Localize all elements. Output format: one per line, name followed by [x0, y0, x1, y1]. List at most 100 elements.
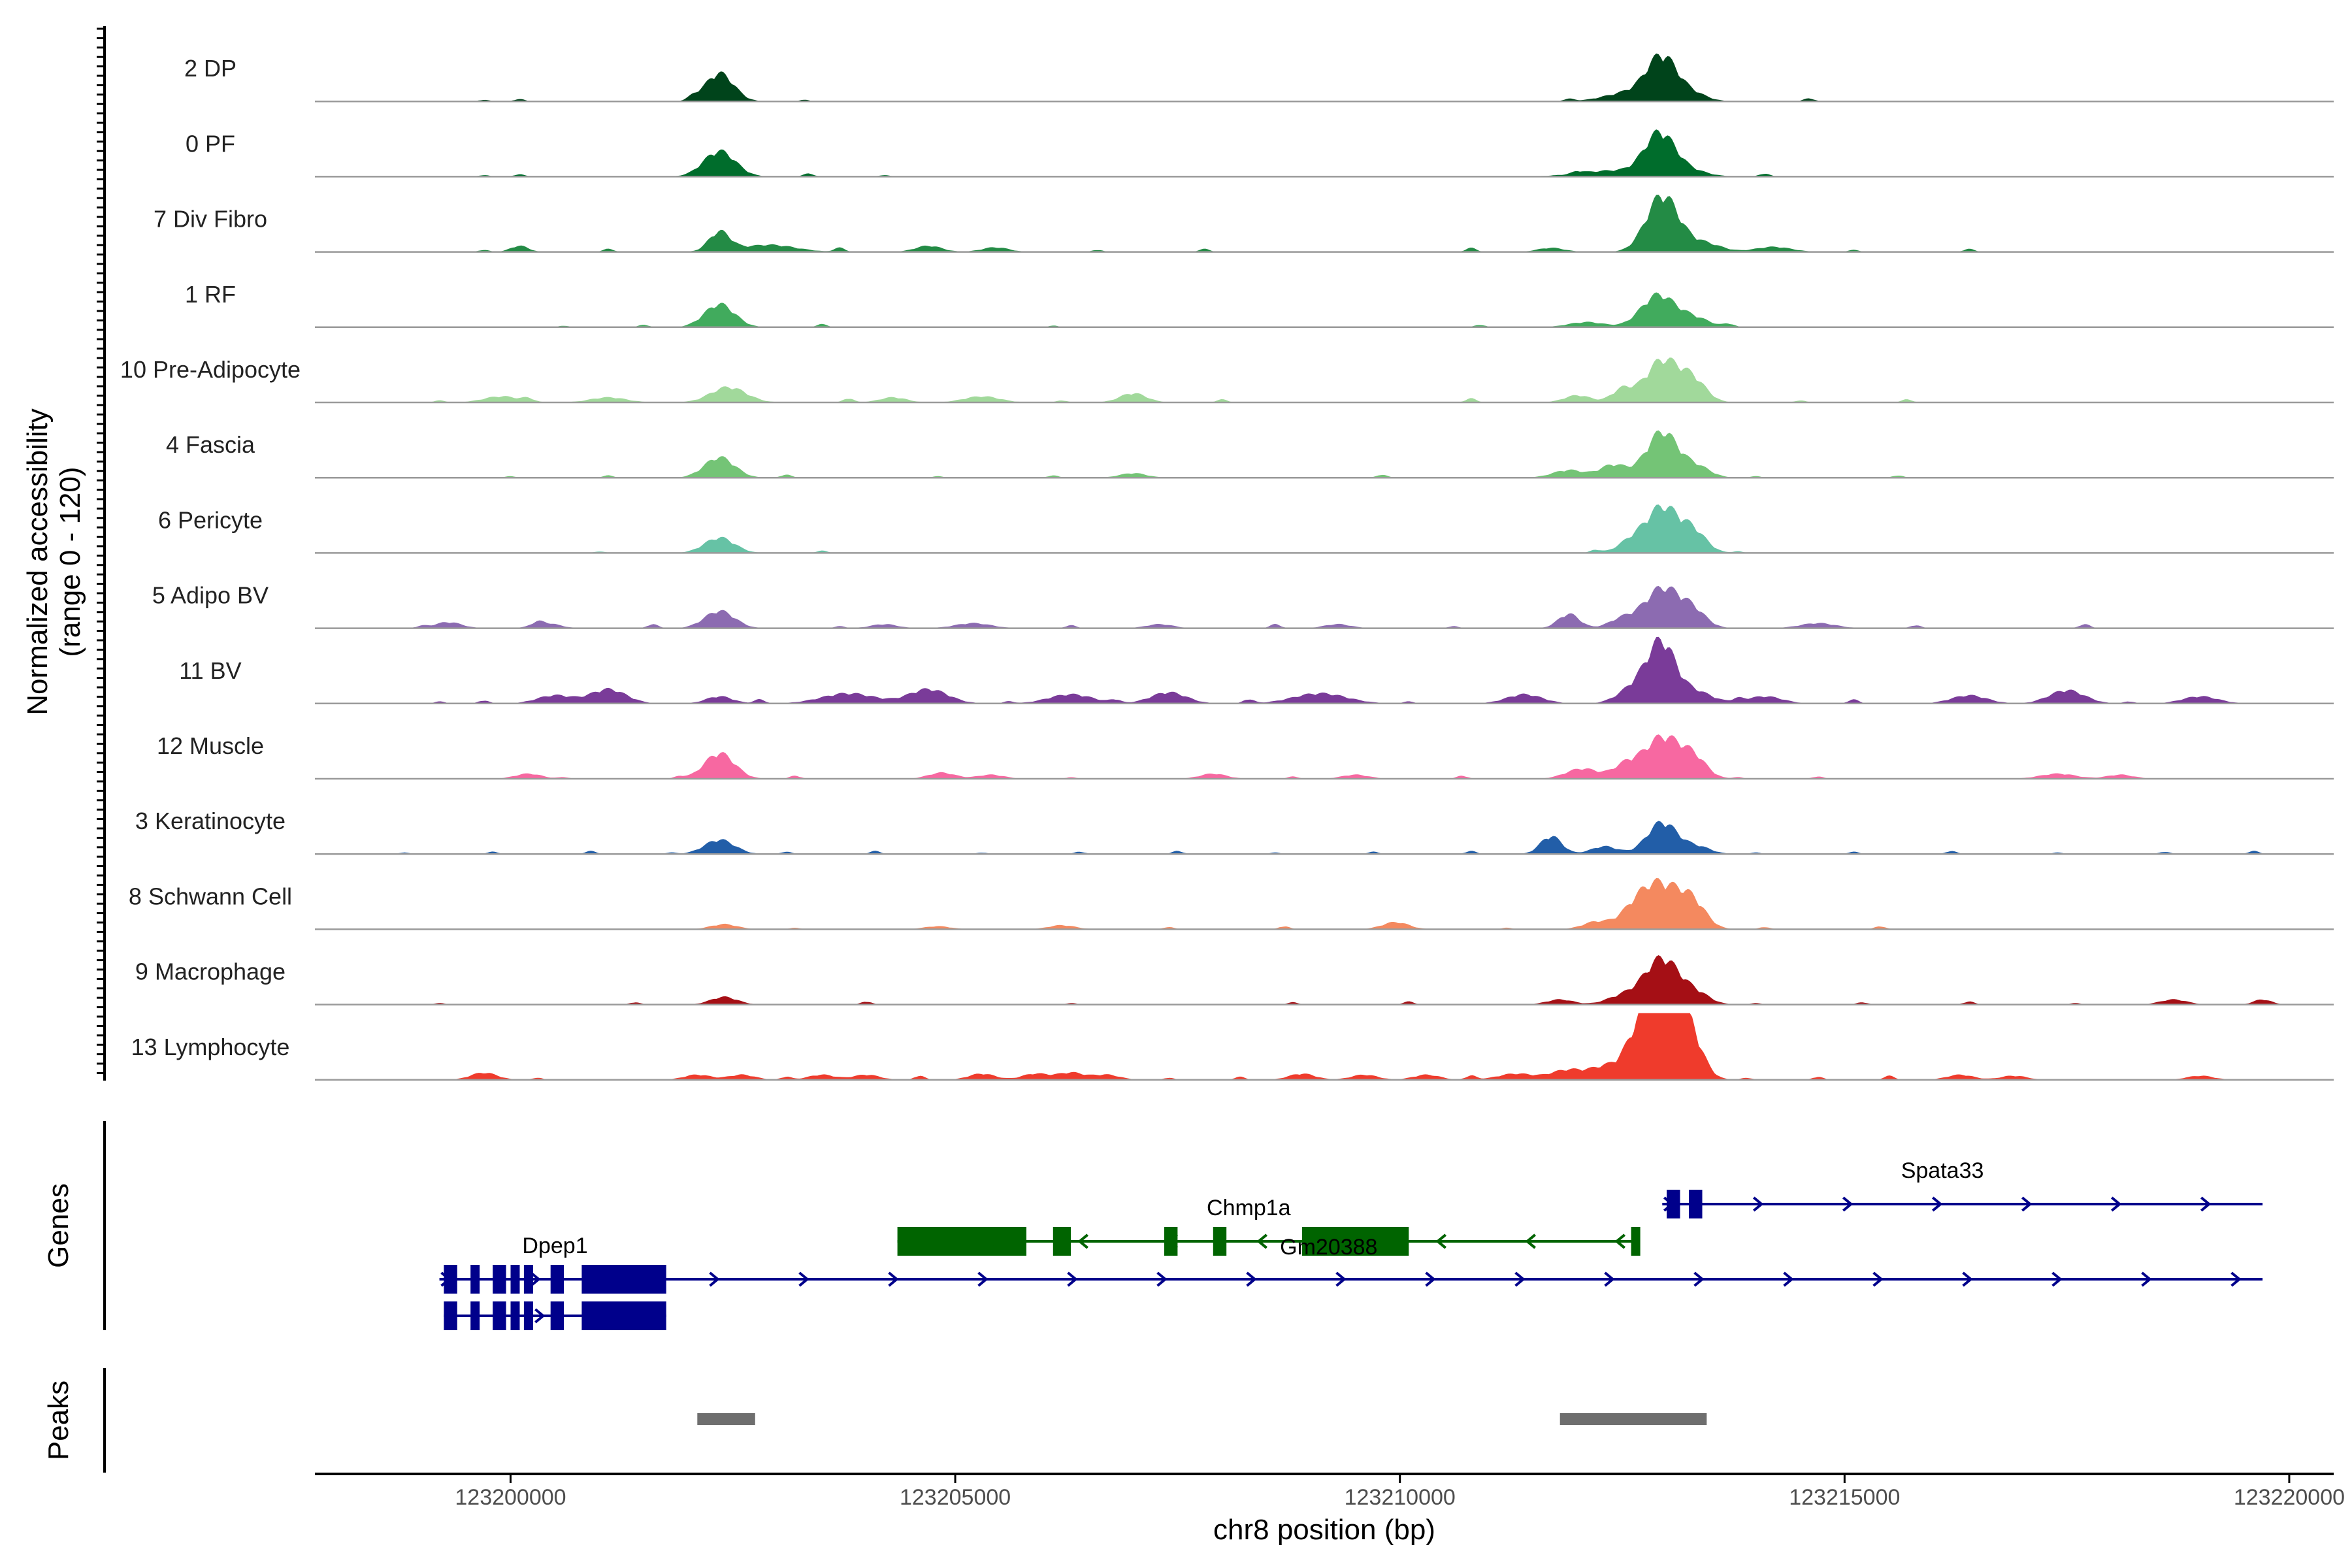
gene-label: Chmp1a [1207, 1196, 1291, 1220]
track-12-muscle: 12 Muscle [157, 732, 2334, 780]
strand-arrow [1435, 1233, 1446, 1249]
strand-arrow [1752, 1196, 1764, 1212]
y-axis [97, 26, 106, 1081]
track-10-pre-adipocyte: 10 Pre-Adipocyte [120, 356, 2334, 404]
strand-arrow [1514, 1271, 1526, 1287]
peaks-panel [697, 1413, 1707, 1425]
track-label: 11 BV [179, 657, 241, 684]
gene-gm20388-2: Gm20388 [897, 1227, 1641, 1260]
track-label: 4 Fascia [166, 431, 255, 458]
x-axis: 123200000 123205000 123210000 123215000 1232… [315, 1473, 2345, 1510]
strand-arrow [1962, 1271, 1973, 1287]
gene-dpep1-4 [444, 1301, 666, 1330]
strand-arrow [977, 1271, 988, 1287]
track-label: 3 Keratinocyte [135, 808, 286, 834]
peaks-panel-title: Peaks [42, 1380, 74, 1460]
exon [523, 1265, 533, 1294]
x-tick-label: 123210000 [1345, 1485, 1456, 1510]
x-axis-title: chr8 position (bp) [1213, 1514, 1435, 1546]
track-label: 10 Pre-Adipocyte [120, 356, 301, 383]
gene-label: Spata33 [1901, 1158, 1984, 1183]
peak-region [697, 1413, 755, 1425]
genes-panel: Dpep1 Chmp1a Gm20388 Spata33 [439, 1158, 2263, 1330]
strand-arrow [534, 1308, 546, 1324]
track-label: 12 Muscle [157, 732, 264, 759]
coverage-area-2-dp [315, 53, 2334, 102]
coverage-area-3-keratinocyte [315, 821, 2334, 855]
strand-arrow [1693, 1271, 1705, 1287]
strand-arrow [1872, 1271, 1884, 1287]
strand-arrow [1067, 1271, 1078, 1287]
track-label: 9 Macrophage [135, 958, 286, 985]
strand-arrow [1425, 1271, 1436, 1287]
track-label: 1 RF [185, 281, 236, 308]
coverage-area-7-div-fibro [315, 195, 2334, 252]
exon [510, 1265, 520, 1294]
gene-dpep1-0: Dpep1 [439, 1233, 2263, 1294]
track-6-pericyte: 6 Pericyte [158, 504, 2334, 554]
exon [470, 1265, 480, 1294]
strand-arrow [1256, 1233, 1267, 1249]
track-label: 7 Div Fibro [154, 206, 267, 233]
y-axis-title-line2: (range 0 - 120) [54, 466, 86, 657]
track-3-keratinocyte: 3 Keratinocyte [135, 808, 2334, 855]
strand-arrow [1931, 1196, 1943, 1212]
x-tick-label: 123220000 [2234, 1485, 2345, 1510]
coverage-area-10-pre-adipocyte [315, 357, 2334, 402]
coverage-area-12-muscle [315, 734, 2334, 779]
strand-arrow [2230, 1271, 2242, 1287]
track-2-dp: 2 DP [184, 53, 2334, 103]
exon [550, 1301, 564, 1330]
strand-arrow [1842, 1196, 1854, 1212]
coverage-area-13-lymphocyte [315, 1013, 2334, 1080]
strand-arrow [988, 1233, 999, 1249]
strand-arrow [709, 1271, 720, 1287]
strand-arrow [1614, 1233, 1625, 1249]
exon [523, 1301, 533, 1330]
gene-label: Gm20388 [1280, 1235, 1377, 1260]
track-8-schwann-cell: 8 Schwann Cell [129, 878, 2334, 930]
track-label: 2 DP [184, 55, 237, 82]
coverage-area-1-rf [315, 292, 2334, 327]
coverage-area-5-adipo-bv [315, 585, 2334, 629]
track-4-fascia: 4 Fascia [166, 430, 2334, 479]
gene-chmp1a-1: Chmp1a [897, 1196, 1641, 1256]
y-axis-title-line1: Normalized accessibility [22, 408, 54, 715]
track-label: 13 Lymphocyte [131, 1034, 290, 1060]
gene-label: Dpep1 [522, 1233, 587, 1258]
strand-arrow [2200, 1196, 2212, 1212]
exon [1302, 1227, 1409, 1256]
strand-arrow [1335, 1271, 1347, 1287]
exon [444, 1265, 457, 1294]
x-tick-label: 123200000 [455, 1485, 566, 1510]
strand-arrow [2110, 1196, 2122, 1212]
coverage-area-0-pf [315, 129, 2334, 177]
coverage-area-6-pericyte [315, 504, 2334, 553]
exon [493, 1265, 506, 1294]
exon [1667, 1190, 1680, 1218]
exon [581, 1265, 666, 1294]
strand-arrow [888, 1271, 899, 1287]
track-13-lymphocyte: 13 Lymphocyte [131, 1013, 2334, 1081]
exon [1689, 1190, 1703, 1218]
strand-arrow [798, 1271, 809, 1287]
strand-arrow [1246, 1271, 1257, 1287]
strand-arrow [898, 1233, 909, 1249]
exon [510, 1301, 520, 1330]
x-tick-label: 123215000 [1789, 1485, 1900, 1510]
track-5-adipo-bv: 5 Adipo BV [152, 582, 2334, 629]
track-11-bv: 11 BV [179, 636, 2334, 705]
strand-arrow [530, 1271, 541, 1287]
genes-panel-title: Genes [42, 1183, 74, 1268]
track-1-rf: 1 RF [185, 281, 2334, 329]
exon [493, 1301, 506, 1330]
exon [444, 1301, 457, 1330]
strand-arrow [2021, 1196, 2033, 1212]
strand-arrow [2141, 1271, 2152, 1287]
x-tick-label: 123205000 [900, 1485, 1011, 1510]
coverage-area-4-fascia [315, 430, 2334, 478]
exon [1631, 1227, 1641, 1256]
track-9-macrophage: 9 Macrophage [135, 955, 2334, 1005]
strand-arrow [1077, 1233, 1088, 1249]
